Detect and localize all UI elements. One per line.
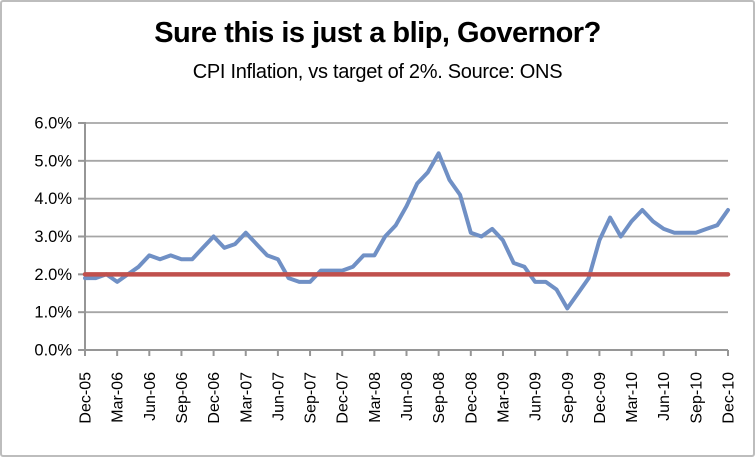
x-axis-label: Sep-06 (174, 372, 191, 424)
y-axis-label: 0.0% (34, 342, 72, 360)
chart-title: Sure this is just a blip, Governor? (154, 17, 601, 49)
y-axis-label: 4.0% (34, 190, 72, 208)
x-axis-label: Dec-08 (463, 372, 480, 424)
x-axis-label: Mar-08 (367, 372, 384, 423)
x-axis-label: Jun-09 (528, 372, 545, 421)
y-axis-label: 3.0% (34, 228, 72, 246)
y-axis-label: 5.0% (34, 152, 72, 170)
y-axis-label: 1.0% (34, 304, 72, 322)
x-axis-label: Jun-06 (142, 372, 159, 421)
x-axis-label: Sep-08 (431, 372, 448, 424)
x-axis-label: Dec-10 (721, 372, 738, 424)
x-axis-label: Mar-07 (238, 372, 255, 423)
x-axis-label: Jun-10 (656, 372, 673, 421)
x-axis-label: Sep-07 (303, 372, 320, 424)
cpi-series-line (83, 151, 730, 311)
x-axis-label: Mar-09 (495, 372, 512, 423)
x-axis-label: Jun-07 (270, 372, 287, 421)
y-axis-label: 6.0% (34, 115, 72, 133)
x-axis-label: Sep-09 (560, 372, 577, 424)
x-axis-label: Mar-06 (110, 372, 127, 423)
x-axis-label: Sep-10 (688, 372, 705, 424)
x-axis-label: Mar-10 (624, 372, 641, 423)
x-axis-label: Dec-07 (335, 372, 352, 424)
x-axis-label: Dec-05 (78, 372, 95, 424)
x-axis-label: Dec-09 (592, 372, 609, 424)
x-axis-label: Jun-08 (399, 372, 416, 421)
x-axis-label: Dec-06 (206, 372, 223, 424)
chart-subtitle: CPI Inflation, vs target of 2%. Source: … (192, 61, 563, 83)
y-axis-label: 2.0% (34, 266, 72, 284)
